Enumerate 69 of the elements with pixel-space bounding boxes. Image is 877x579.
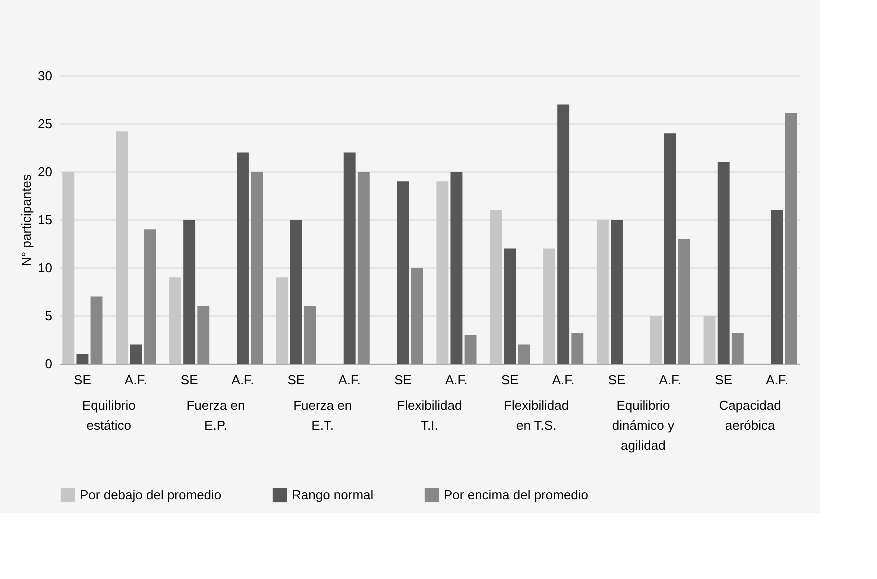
- x-tick-label: A.F.: [659, 372, 682, 388]
- text: Equilibrio estático: [82, 398, 136, 433]
- legend-label: Rango normal: [292, 487, 374, 502]
- y-tick-label: 25: [38, 116, 52, 132]
- bar: [184, 220, 196, 364]
- bar: [678, 239, 690, 364]
- x-tick-label: SE: [715, 372, 733, 388]
- bar: [116, 132, 128, 364]
- bar: [344, 152, 356, 364]
- legend-label: Por encima del promedio: [444, 487, 589, 502]
- x-tick-label: SE: [394, 372, 412, 388]
- bar: [170, 278, 182, 364]
- bar: [664, 134, 676, 364]
- text: Equilibrio dinámico y agilidad: [612, 398, 675, 453]
- bar: [558, 104, 570, 364]
- bar: [251, 172, 264, 364]
- bar: [732, 333, 744, 364]
- bar: [518, 344, 530, 364]
- bar: [464, 335, 477, 364]
- bar: [436, 182, 449, 364]
- bar: [490, 210, 502, 364]
- bar: [411, 268, 424, 364]
- bar: [90, 296, 103, 364]
- bar: [76, 354, 89, 364]
- bar: [650, 316, 662, 364]
- bar: [544, 248, 556, 364]
- x-tick-label: SE: [608, 372, 626, 388]
- text: Flexibilidad en T.S.: [504, 398, 570, 433]
- bar: [504, 248, 516, 364]
- y-tick-label: 20: [38, 164, 52, 180]
- bar: [276, 278, 288, 364]
- x-tick-label: SE: [180, 372, 199, 388]
- bar: [144, 230, 156, 364]
- bar: [718, 162, 730, 364]
- bar: [450, 172, 463, 364]
- bar: [237, 152, 249, 364]
- bar: [596, 220, 609, 364]
- bar: [62, 172, 75, 364]
- x-tick-label: A.F.: [338, 372, 362, 388]
- x-tick-label: A.F.: [124, 372, 148, 388]
- bar: [572, 333, 584, 364]
- bar: [290, 220, 302, 364]
- y-tick-label: 0: [45, 356, 52, 372]
- y-tick-label: 15: [38, 212, 52, 228]
- x-tick-label: SE: [501, 372, 520, 388]
- bar: [611, 220, 623, 364]
- y-axis-title: N° participantes: [19, 174, 34, 266]
- bar: [397, 182, 410, 364]
- bar: [771, 210, 784, 364]
- x-tick-label: A.F.: [766, 372, 788, 388]
- bar: [785, 113, 798, 364]
- x-tick-label: SE: [288, 372, 306, 388]
- legend-label: Por debajo del promedio: [80, 487, 222, 502]
- y-tick-label: 10: [38, 260, 52, 276]
- x-tick-label: SE: [74, 372, 92, 388]
- bar: [198, 306, 210, 364]
- text: Capacidad aeróbica: [719, 398, 782, 433]
- x-tick-label: A.F.: [446, 372, 468, 388]
- text: Flexibilidad T.I.: [397, 398, 462, 433]
- text: Fuerza en E.P.: [186, 398, 246, 433]
- y-tick-label: 30: [38, 68, 52, 84]
- y-tick-label: 5: [45, 308, 52, 324]
- x-tick-label: A.F.: [552, 372, 575, 388]
- text: Fuerza en E.T.: [294, 398, 352, 433]
- bar: [358, 172, 370, 364]
- bar: [130, 344, 142, 364]
- x-tick-label: A.F.: [232, 372, 254, 388]
- bar: [304, 306, 316, 364]
- bar: [704, 316, 716, 364]
